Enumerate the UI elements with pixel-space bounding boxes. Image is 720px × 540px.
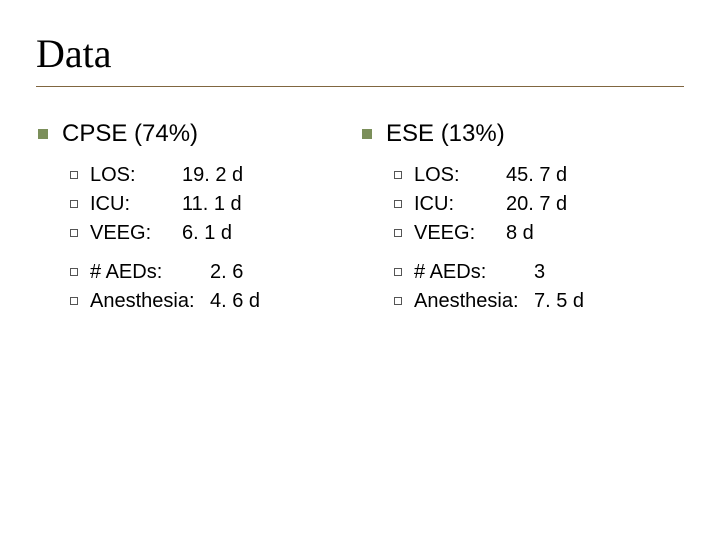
column-left: CPSE (74%) LOS: 19. 2 d ICU: 11. 1 d xyxy=(36,120,360,329)
square-bullet-icon xyxy=(362,129,372,139)
heading-text: ESE (13%) xyxy=(386,120,505,148)
hollow-bullet-icon xyxy=(70,268,78,276)
group-cpse-1: LOS: 19. 2 d ICU: 11. 1 d VEEG: 6. 1 xyxy=(70,164,360,245)
group-cpse-2: # AEDs: 2. 6 Anesthesia: 4. 6 d xyxy=(70,261,360,313)
column-right: ESE (13%) LOS: 45. 7 d ICU: 20. 7 d xyxy=(360,120,684,329)
group-ese-1: LOS: 45. 7 d ICU: 20. 7 d VEEG: 8 xyxy=(394,164,684,245)
metric-label: # AEDs: xyxy=(90,261,210,284)
list-item: LOS: 45. 7 d xyxy=(394,164,684,187)
hollow-bullet-icon xyxy=(394,229,402,237)
slide: Data CPSE (74%) LOS: 19. 2 d xyxy=(0,0,720,540)
metric-label: VEEG: xyxy=(90,222,182,245)
hollow-bullet-icon xyxy=(70,297,78,305)
metric-value: 2. 6 xyxy=(210,261,243,284)
metric-label: LOS: xyxy=(90,164,182,187)
list-item: ICU: 11. 1 d xyxy=(70,193,360,216)
hollow-bullet-icon xyxy=(394,171,402,179)
list-item: VEEG: 6. 1 d xyxy=(70,222,360,245)
list-item: Anesthesia: 4. 6 d xyxy=(70,290,360,313)
metric-label: ICU: xyxy=(414,193,506,216)
metric-value: 19. 2 d xyxy=(182,164,243,187)
metric-label: LOS: xyxy=(414,164,506,187)
hollow-bullet-icon xyxy=(70,200,78,208)
heading-ese: ESE (13%) xyxy=(360,120,684,148)
metric-value: 7. 5 d xyxy=(534,290,584,313)
metric-label: Anesthesia: xyxy=(90,290,210,313)
heading-cpse: CPSE (74%) xyxy=(36,120,360,148)
metric-value: 45. 7 d xyxy=(506,164,567,187)
metric-value: 3 xyxy=(534,261,545,284)
group-ese-2: # AEDs: 3 Anesthesia: 7. 5 d xyxy=(394,261,684,313)
heading-text: CPSE (74%) xyxy=(62,120,198,148)
title-underline xyxy=(36,86,684,87)
metric-value: 8 d xyxy=(506,222,534,245)
square-bullet-icon xyxy=(38,129,48,139)
hollow-bullet-icon xyxy=(394,297,402,305)
metric-label: VEEG: xyxy=(414,222,506,245)
metric-value: 20. 7 d xyxy=(506,193,567,216)
metric-value: 4. 6 d xyxy=(210,290,260,313)
list-item: LOS: 19. 2 d xyxy=(70,164,360,187)
list-item: Anesthesia: 7. 5 d xyxy=(394,290,684,313)
hollow-bullet-icon xyxy=(394,200,402,208)
metric-label: ICU: xyxy=(90,193,182,216)
metric-value: 11. 1 d xyxy=(182,193,242,216)
metric-value: 6. 1 d xyxy=(182,222,232,245)
metric-label: Anesthesia: xyxy=(414,290,534,313)
slide-title: Data xyxy=(36,30,112,77)
columns-container: CPSE (74%) LOS: 19. 2 d ICU: 11. 1 d xyxy=(36,120,684,329)
metric-label: # AEDs: xyxy=(414,261,534,284)
list-item: VEEG: 8 d xyxy=(394,222,684,245)
hollow-bullet-icon xyxy=(70,229,78,237)
list-item: # AEDs: 2. 6 xyxy=(70,261,360,284)
list-item: ICU: 20. 7 d xyxy=(394,193,684,216)
hollow-bullet-icon xyxy=(394,268,402,276)
list-item: # AEDs: 3 xyxy=(394,261,684,284)
hollow-bullet-icon xyxy=(70,171,78,179)
